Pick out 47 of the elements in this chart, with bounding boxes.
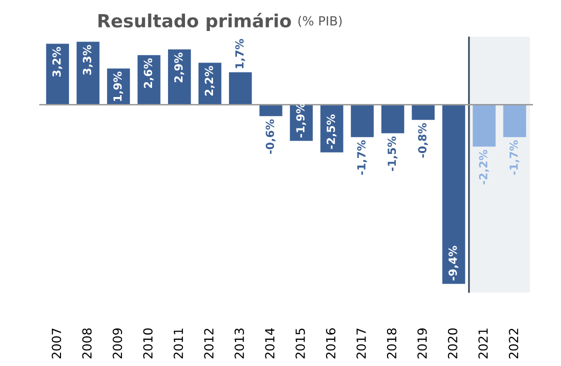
x-tick-label: 2021 — [478, 328, 488, 358]
data-label: -2,2% — [479, 150, 489, 184]
x-tick-label: 2008 — [82, 328, 92, 358]
x-tick-label: 2016 — [326, 328, 336, 358]
data-label: -9,4% — [448, 246, 458, 280]
chart-subtitle: (% PIB) — [298, 16, 342, 28]
x-tick-label: 2009 — [112, 328, 122, 358]
bar — [138, 55, 160, 105]
data-label: 2,2% — [204, 66, 215, 96]
bar — [168, 49, 191, 105]
data-label: 1,7% — [235, 38, 246, 68]
data-label: -1,9% — [296, 102, 306, 138]
x-tick-label: 2007 — [52, 328, 62, 358]
data-label: 2,6% — [144, 58, 154, 88]
data-label: -1,7% — [357, 140, 367, 175]
x-tick-label: 2018 — [386, 328, 396, 358]
x-tick-label: 2011 — [174, 328, 184, 358]
bar — [442, 104, 466, 284]
x-tick-label: 2010 — [143, 328, 153, 358]
x-tick-label: 2014 — [265, 328, 274, 358]
chart-title: Resultado primário — [98, 12, 291, 32]
x-tick-label: 2015 — [296, 328, 305, 358]
x-tick-label: 2019 — [417, 328, 427, 358]
data-label: 2,9% — [174, 52, 184, 82]
bar — [228, 72, 252, 105]
bar — [198, 62, 222, 105]
data-label: -1,7% — [509, 140, 520, 175]
x-tick-label: 2020 — [448, 328, 458, 358]
data-label: -2,5% — [326, 114, 336, 149]
bar — [259, 104, 282, 116]
bar — [381, 104, 404, 134]
data-label: 1,9% — [113, 72, 124, 101]
bar — [412, 104, 435, 120]
bar — [503, 104, 526, 138]
data-label: -1,5% — [388, 136, 398, 171]
bar — [350, 104, 374, 138]
x-tick-label: 2022 — [508, 328, 518, 358]
x-tick-label: 2013 — [234, 328, 244, 358]
bar — [76, 42, 100, 105]
data-label: 3,2% — [52, 46, 62, 77]
data-label: -0,8% — [418, 123, 428, 158]
data-label: 3,3% — [82, 44, 93, 75]
data-label: -0,6% — [266, 119, 276, 154]
x-tick-label: 2012 — [204, 328, 214, 358]
bar — [46, 44, 69, 105]
bar — [472, 104, 496, 147]
x-tick-label: 2017 — [356, 328, 366, 358]
